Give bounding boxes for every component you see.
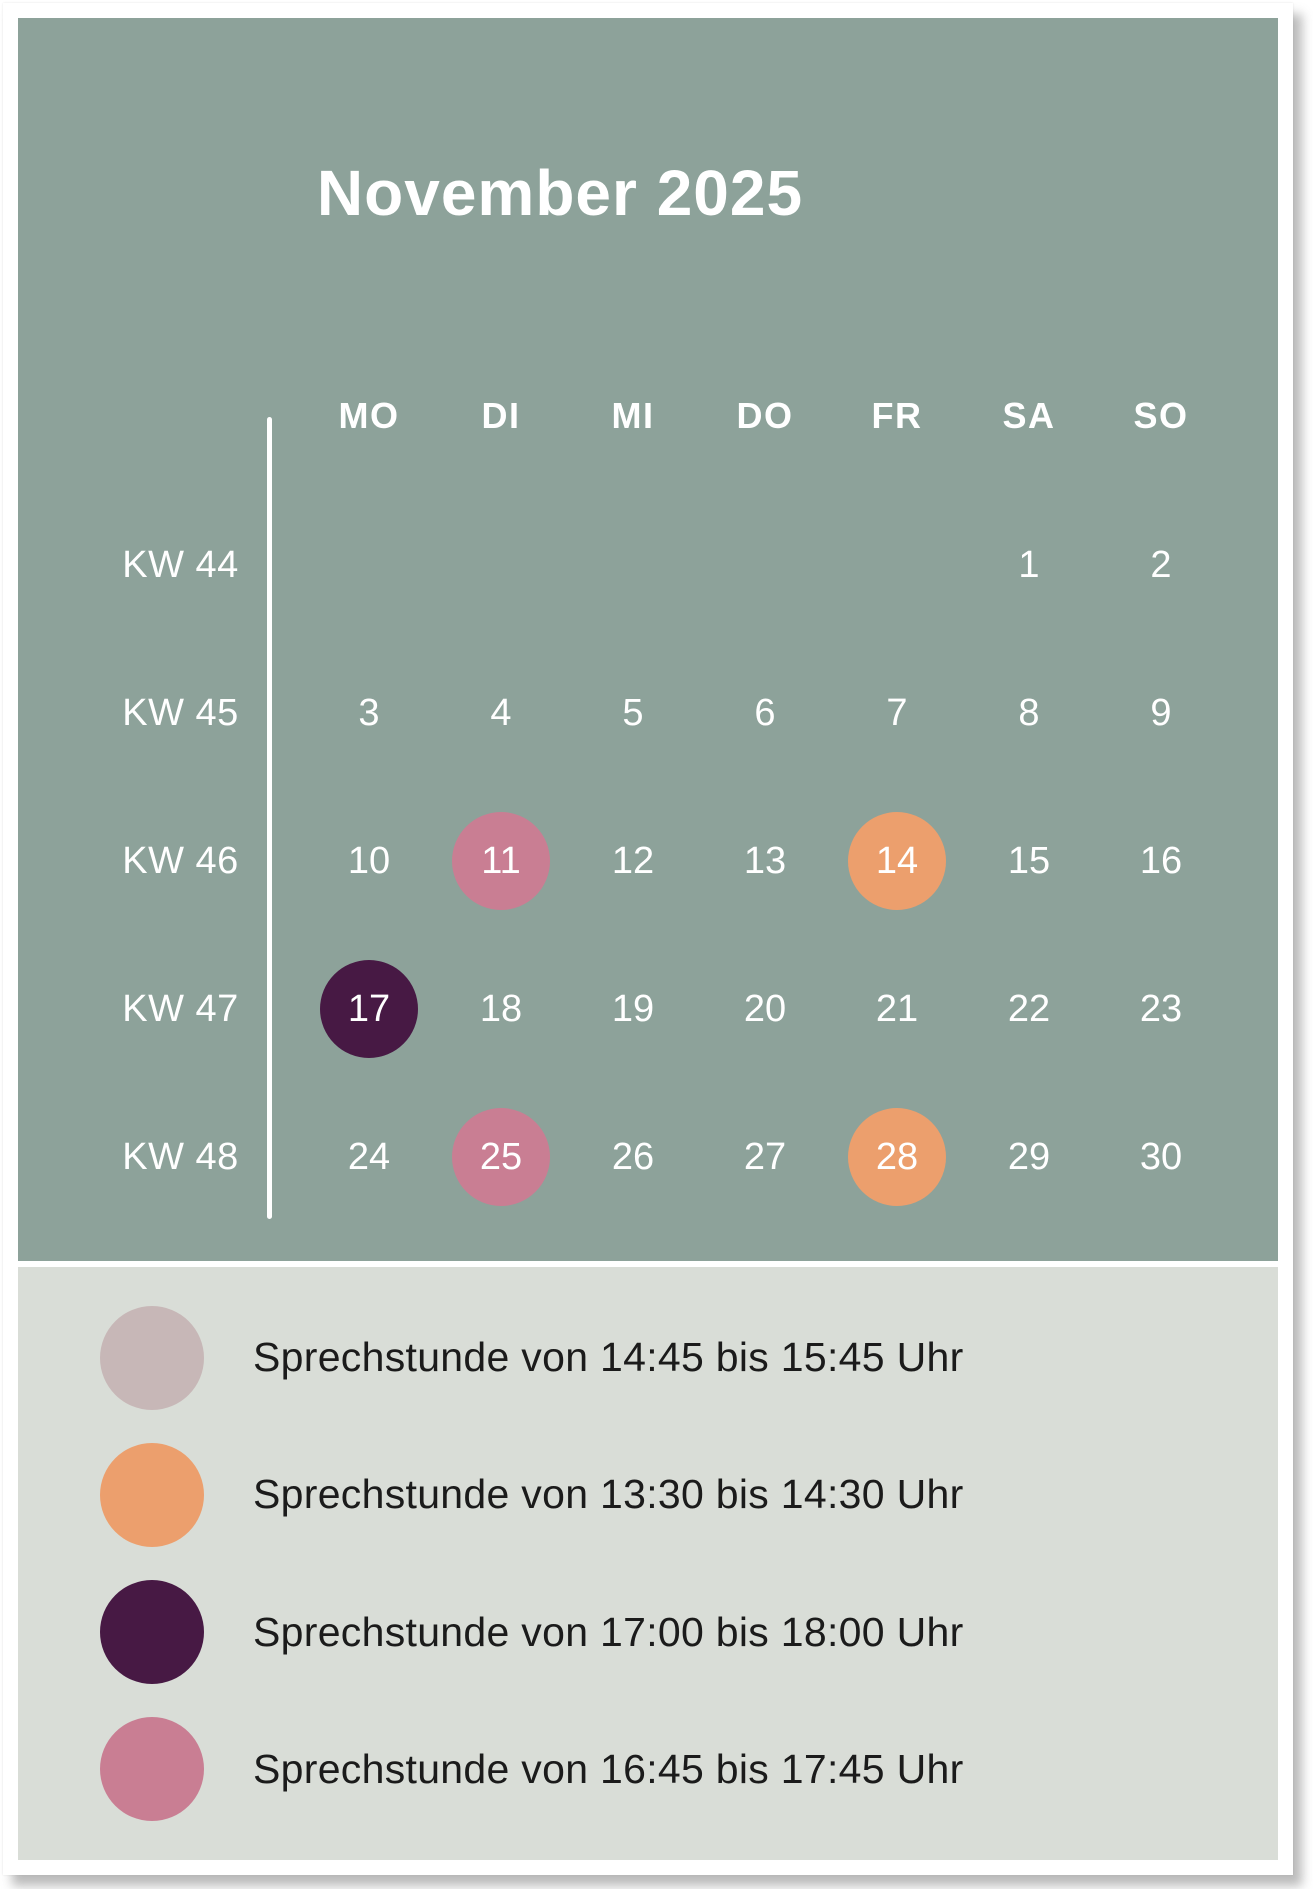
day-cell: 12 [611, 839, 655, 882]
day-cell: 19 [611, 987, 655, 1030]
day-cell-event: 11 [435, 787, 567, 935]
day-header-so: SO [1133, 394, 1189, 436]
day-cell: 7 [886, 691, 908, 734]
day-cell: 29 [1007, 1135, 1051, 1178]
day-header-mo: MO [338, 394, 400, 436]
legend-label: Sprechstunde von 16:45 bis 17:45 Uhr [253, 1745, 964, 1792]
day-cell: 26 [611, 1135, 655, 1178]
day-cell: 5 [622, 691, 644, 734]
legend-label: Sprechstunde von 14:45 bis 15:45 Uhr [253, 1334, 964, 1381]
legend-item: Sprechstunde von 17:00 bis 18:00 Uhr [100, 1580, 1278, 1685]
day-cell: 3 [358, 691, 380, 734]
calendar-card: November 2025 MO DI MI DO FR SA SO KW 44… [3, 3, 1293, 1875]
day-header-mi: MI [611, 394, 655, 436]
day-cell: 30 [1139, 1135, 1183, 1178]
day-header-di: DI [481, 394, 521, 436]
day-cell: 27 [743, 1135, 787, 1178]
legend-item: Sprechstunde von 14:45 bis 15:45 Uhr [100, 1305, 1278, 1410]
day-cell: 21 [875, 987, 919, 1030]
day-cell: 16 [1139, 839, 1183, 882]
legend-color-swatch [100, 1305, 204, 1410]
day-cell: 20 [743, 987, 787, 1030]
legend-label: Sprechstunde von 13:30 bis 14:30 Uhr [253, 1471, 964, 1518]
day-cell [303, 491, 435, 639]
day-cell-event: 14 [831, 787, 963, 935]
legend-item: Sprechstunde von 13:30 bis 14:30 Uhr [100, 1442, 1278, 1547]
day-cell [699, 491, 831, 639]
calendar-grid: MO DI MI DO FR SA SO KW 44 1 2 KW 45 3 4… [58, 343, 1227, 1231]
legend-color-swatch [100, 1580, 204, 1685]
week-label: KW 48 [122, 1135, 239, 1178]
day-cell: 6 [754, 691, 776, 734]
calendar-panel: November 2025 MO DI MI DO FR SA SO KW 44… [18, 18, 1278, 1261]
day-cell: 1 [1018, 543, 1040, 586]
grid-corner-spacer [58, 343, 303, 488]
day-cell: 4 [490, 691, 512, 734]
day-cell [831, 491, 963, 639]
day-cell: 9 [1150, 691, 1172, 734]
week-label: KW 45 [122, 691, 239, 734]
week-label: KW 44 [122, 543, 239, 586]
day-cell: 15 [1007, 839, 1051, 882]
legend-color-swatch [100, 1442, 204, 1547]
vertical-divider [267, 417, 272, 1219]
day-header-sa: SA [1002, 394, 1056, 436]
day-cell [567, 491, 699, 639]
day-cell: 8 [1018, 691, 1040, 734]
day-cell-event: 28 [831, 1083, 963, 1231]
legend-label: Sprechstunde von 17:00 bis 18:00 Uhr [253, 1608, 964, 1655]
day-cell: 2 [1150, 543, 1172, 586]
day-cell: 24 [347, 1135, 391, 1178]
day-cell [435, 491, 567, 639]
day-cell: 23 [1139, 987, 1183, 1030]
day-header-fr: FR [871, 394, 923, 436]
legend-panel: Sprechstunde von 14:45 bis 15:45 Uhr Spr… [18, 1267, 1278, 1860]
day-cell-event: 17 [303, 935, 435, 1083]
day-cell: 22 [1007, 987, 1051, 1030]
month-title: November 2025 [316, 157, 804, 229]
legend-item: Sprechstunde von 16:45 bis 17:45 Uhr [100, 1717, 1278, 1822]
day-cell: 13 [743, 839, 787, 882]
day-cell: 10 [347, 839, 391, 882]
week-label: KW 46 [122, 839, 239, 882]
week-label: KW 47 [122, 987, 239, 1030]
day-header-do: DO [736, 394, 794, 436]
day-cell: 18 [479, 987, 523, 1030]
day-cell-event: 25 [435, 1083, 567, 1231]
legend-color-swatch [100, 1717, 204, 1822]
